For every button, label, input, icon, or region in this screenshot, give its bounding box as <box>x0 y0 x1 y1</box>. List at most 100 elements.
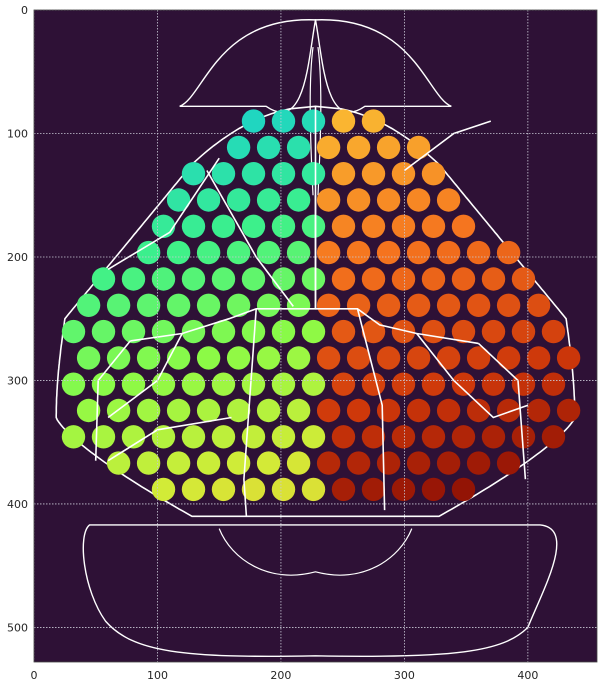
recording-spot <box>361 319 386 344</box>
region-boundary <box>315 307 479 345</box>
recording-spot <box>346 240 371 265</box>
recording-spot <box>346 293 371 317</box>
recording-spot <box>406 293 431 317</box>
recording-spot <box>421 319 446 344</box>
recording-spot <box>361 477 386 502</box>
recording-spot <box>151 319 176 344</box>
recording-spot <box>466 398 491 423</box>
recording-spot <box>76 293 101 317</box>
recording-spot <box>166 398 191 423</box>
recording-spot <box>421 477 446 502</box>
recording-spot <box>196 346 221 370</box>
recording-spot <box>181 477 206 502</box>
recording-spot <box>346 188 371 212</box>
recording-spot <box>106 293 131 317</box>
recording-spot <box>256 346 281 370</box>
recording-spot <box>391 477 416 502</box>
recording-spot <box>421 267 446 291</box>
recording-spot <box>91 267 116 291</box>
recording-spot <box>316 240 341 265</box>
recording-spot <box>406 188 431 212</box>
recording-spot <box>286 451 311 475</box>
y-tick-label: 100 <box>7 127 28 140</box>
recording-spot <box>241 372 266 396</box>
recording-spot <box>256 135 281 160</box>
recording-spot <box>166 346 191 370</box>
recording-spot <box>256 240 281 265</box>
recording-spot <box>556 346 581 370</box>
recording-spot <box>271 319 296 344</box>
recording-spot <box>331 109 356 133</box>
recording-spot <box>346 451 371 475</box>
recording-spot <box>346 346 371 370</box>
recording-spot <box>226 135 251 160</box>
recording-spot <box>376 188 401 212</box>
recording-spot <box>451 214 476 238</box>
recording-spot <box>91 319 116 344</box>
recording-spot <box>136 293 161 317</box>
y-tick-label: 200 <box>7 251 28 264</box>
y-tick-label: 0 <box>21 4 28 17</box>
recording-spot <box>406 135 431 160</box>
region-boundary <box>356 308 386 511</box>
recording-spot <box>286 293 311 317</box>
recording-spot <box>481 425 506 449</box>
recording-spot <box>181 162 206 186</box>
x-tick-label: 100 <box>147 669 168 682</box>
recording-spot <box>241 214 266 238</box>
recording-spot <box>181 425 206 449</box>
axis-frame <box>33 9 598 663</box>
recording-spot <box>301 425 326 449</box>
recording-spot <box>511 425 536 449</box>
axes: 0 100 200 300 400 0 100 200 300 400 500 <box>7 4 598 682</box>
recording-spot <box>496 293 521 317</box>
recording-spot <box>61 425 86 449</box>
recording-spot <box>226 346 251 370</box>
recording-spot <box>361 162 386 186</box>
recording-spot <box>331 319 356 344</box>
recording-spot <box>271 267 296 291</box>
recording-spot <box>316 293 341 317</box>
vermis-outline <box>218 528 413 576</box>
olfactory-bulb-left <box>179 19 317 113</box>
recording-spot <box>241 267 266 291</box>
recording-spot <box>136 451 161 475</box>
recording-spot <box>226 188 251 212</box>
x-tick-label: 0 <box>31 669 38 682</box>
recording-spot <box>241 162 266 186</box>
recording-spot <box>391 425 416 449</box>
recording-spot <box>226 451 251 475</box>
recording-spot <box>196 188 221 212</box>
region-boundary <box>107 416 232 462</box>
recording-spot <box>121 267 146 291</box>
recording-spot <box>211 214 236 238</box>
recording-spot <box>76 346 101 370</box>
olfactory-bulb-right <box>314 19 452 113</box>
recording-spot <box>181 267 206 291</box>
recording-spot <box>376 451 401 475</box>
recording-spot <box>211 162 236 186</box>
recording-spot <box>121 372 146 396</box>
region-boundary <box>416 333 529 419</box>
recording-spot <box>511 319 536 344</box>
recording-spot <box>541 372 566 396</box>
recording-spot <box>421 372 446 396</box>
recording-spot <box>136 398 161 423</box>
recording-spot <box>436 451 461 475</box>
recording-spot <box>196 240 221 265</box>
recording-spot <box>256 293 281 317</box>
recording-spot <box>226 398 251 423</box>
recording-spot <box>286 135 311 160</box>
recording-spot <box>346 135 371 160</box>
recording-spot <box>241 319 266 344</box>
recording-spot <box>451 372 476 396</box>
recording-spot <box>556 398 581 423</box>
recording-spot <box>301 267 326 291</box>
recording-spot <box>301 477 326 502</box>
recording-spot <box>121 425 146 449</box>
plot-area <box>34 10 597 662</box>
recording-spot <box>436 240 461 265</box>
recording-spot <box>256 398 281 423</box>
recording-spot <box>451 267 476 291</box>
recording-spot <box>301 109 326 133</box>
